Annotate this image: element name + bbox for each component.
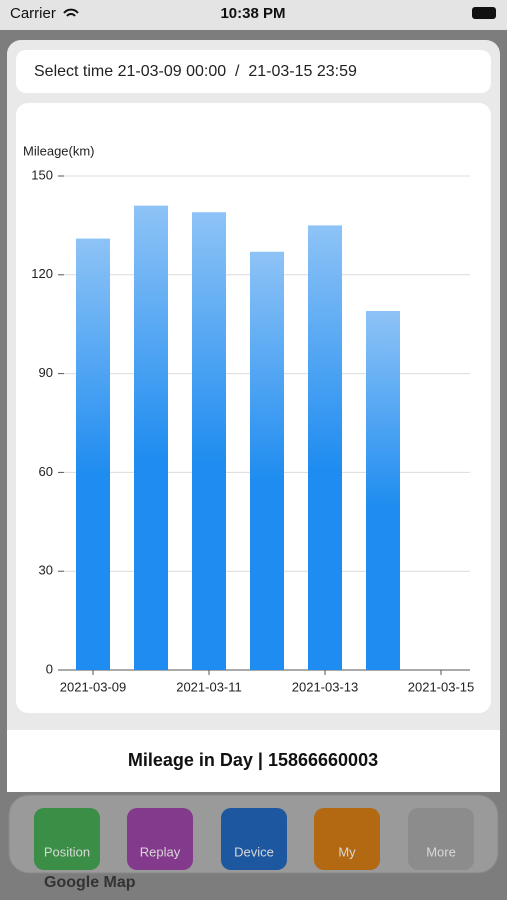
clock: 10:38 PM (220, 5, 285, 22)
bar (134, 205, 168, 670)
tab-label: Device (234, 844, 274, 859)
y-tick-label: 90 (39, 365, 53, 380)
x-tick-label: 2021-03-15 (408, 679, 475, 694)
tab-position[interactable] (34, 808, 100, 870)
x-tick-label: 2021-03-13 (292, 679, 359, 694)
tab-label: Position (44, 844, 90, 859)
wifi-icon (63, 8, 79, 17)
y-axis-title: Mileage(km) (23, 143, 95, 158)
footer-title: Mileage in Day | 15866660003 (128, 750, 378, 770)
y-tick-label: 60 (39, 464, 53, 479)
filter-box[interactable] (16, 50, 491, 93)
bar (76, 238, 110, 670)
y-tick-label: 120 (31, 266, 53, 281)
tab-my[interactable] (314, 808, 380, 870)
tab-replay[interactable] (127, 808, 193, 870)
modal-footer-corner (7, 770, 500, 792)
y-tick-label: 0 (46, 661, 53, 676)
y-tick-label: 150 (31, 167, 53, 182)
tab-device[interactable] (221, 808, 287, 870)
carrier: Carrier (10, 5, 56, 22)
tab-label: Replay (140, 844, 181, 859)
y-tick-label: 30 (39, 563, 53, 578)
bar (308, 225, 342, 670)
filter-text[interactable]: Select time 21-03-09 00:00 / 21-03-15 23… (34, 63, 357, 80)
bar (366, 311, 400, 670)
tab-more[interactable] (408, 808, 474, 870)
tab-label: More (426, 844, 456, 859)
status-bar (0, 0, 507, 30)
tab-label: My (338, 844, 356, 859)
x-tick-label: 2021-03-09 (60, 679, 127, 694)
map-label: Google Map (44, 874, 136, 891)
battery-icon (472, 7, 496, 19)
bar (250, 251, 284, 670)
bar (192, 212, 226, 670)
x-tick-label: 2021-03-11 (176, 679, 242, 694)
plot: 0 30 60 90 120 150 2021-03-09 2021-03-11 2021-03… (31, 167, 474, 694)
